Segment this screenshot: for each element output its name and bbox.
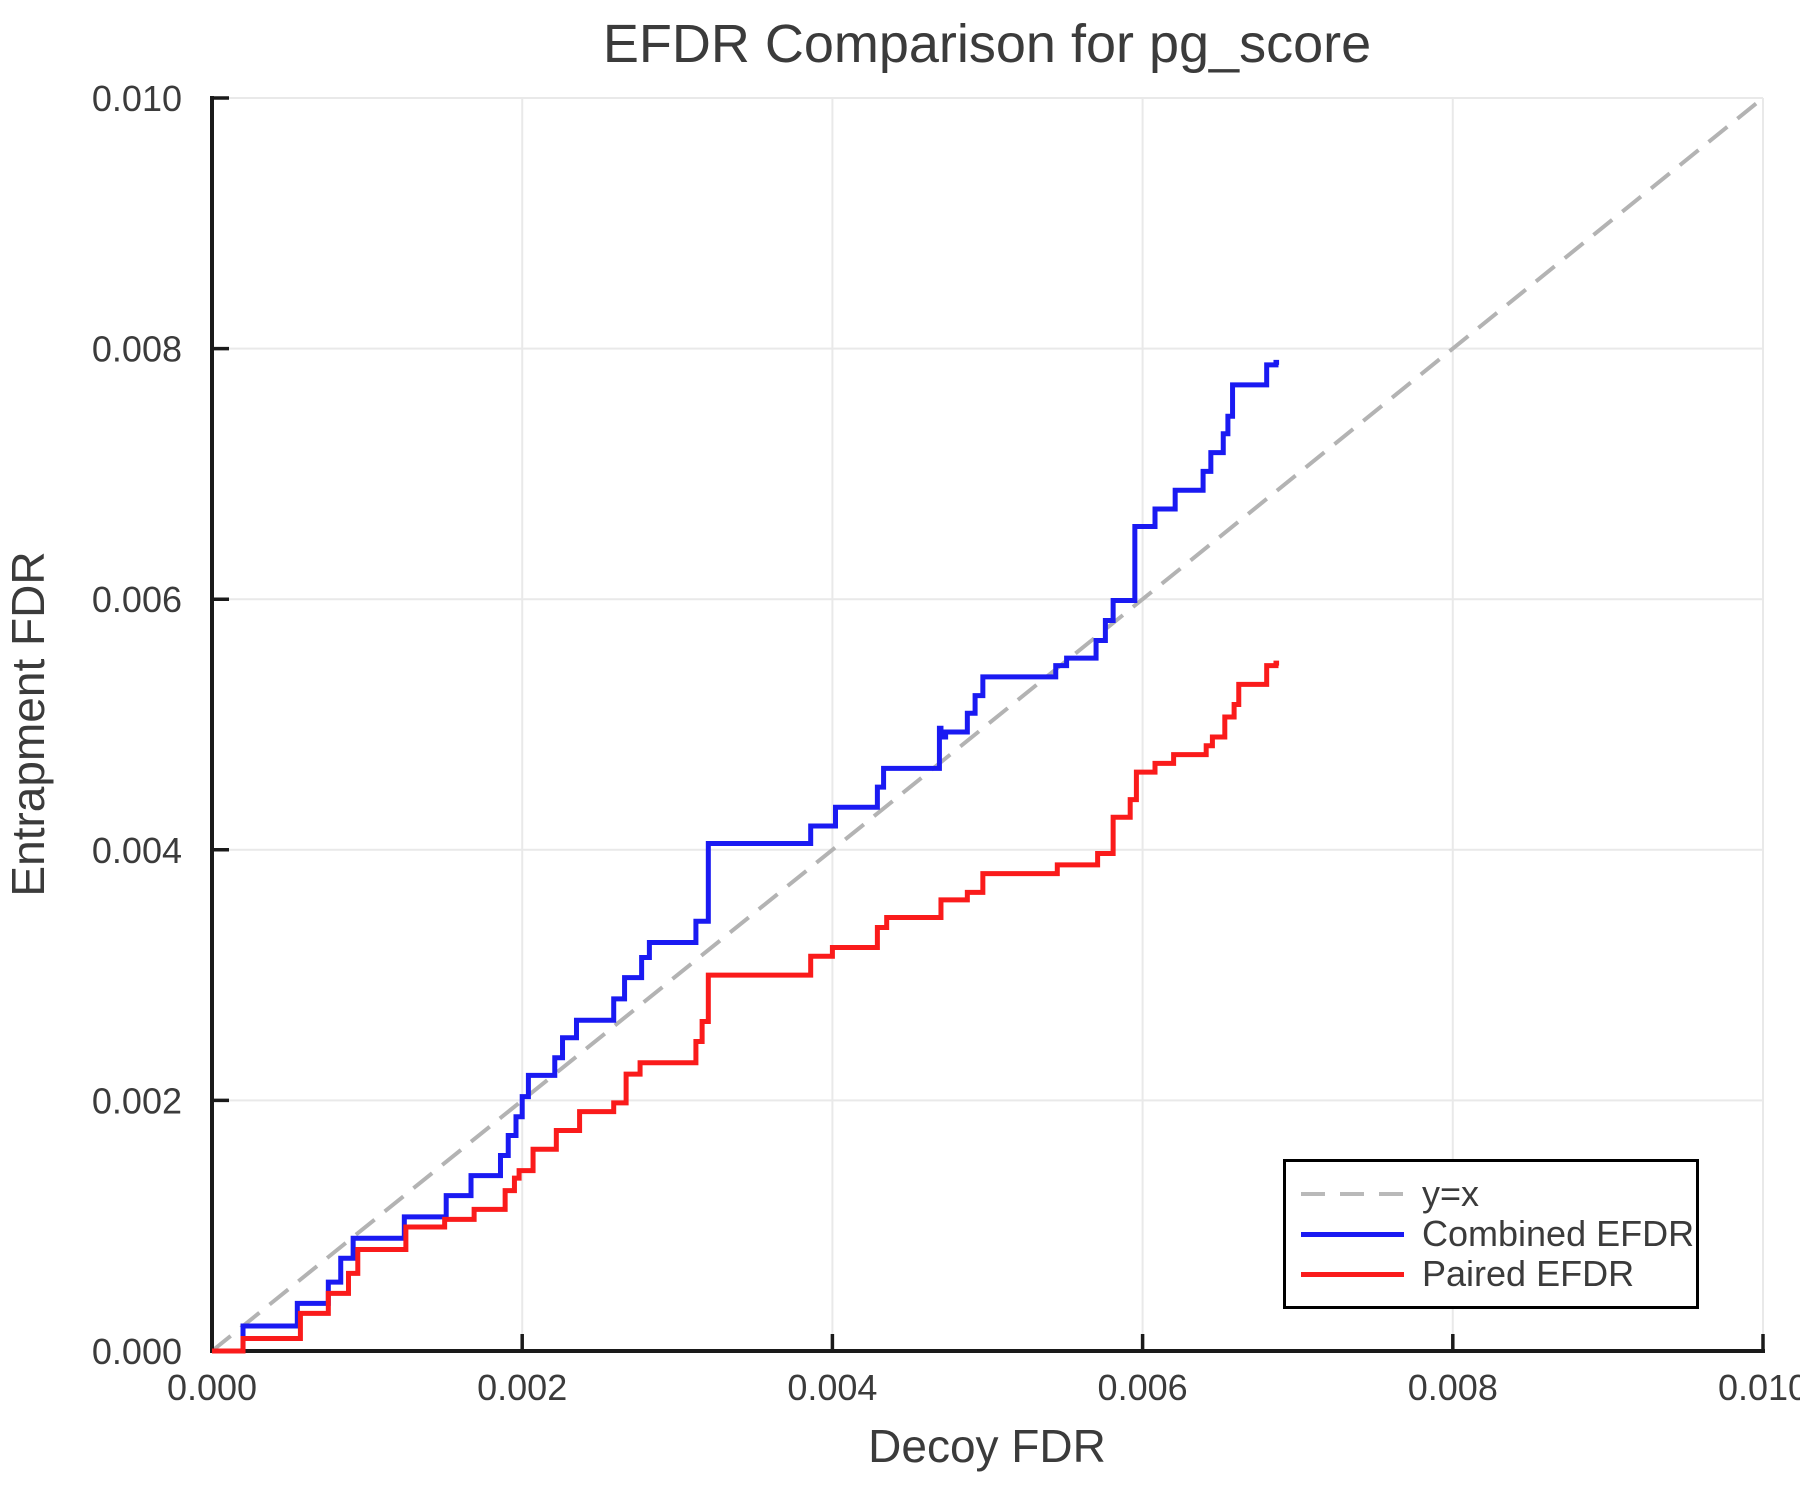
combined-efdr-line [212,359,1280,1354]
blue-line-swatch [1301,1231,1404,1237]
chart-title: EFDR Comparison for pg_score [603,14,1371,74]
legend: y=x Combined EFDR Paired EFDR [1283,1159,1699,1309]
x-tick-label: 0.004 [787,1367,877,1408]
legend-label: y=x [1422,1173,1480,1214]
y-tick-label: 0.006 [92,579,182,620]
x-tick-labels: 0.000 0.002 0.004 0.006 0.008 0.010 [167,1367,1800,1408]
y-tick-label: 0.010 [92,78,182,119]
legend-item-paired-efdr: Paired EFDR [1301,1254,1696,1294]
y-tick-labels: 0.000 0.002 0.004 0.006 0.008 0.010 [92,78,182,1372]
x-axis-label: Decoy FDR [868,1420,1106,1472]
y-tick-label: 0.008 [92,329,182,370]
legend-label: Combined EFDR [1422,1213,1695,1254]
red-line-swatch [1301,1271,1404,1277]
dashed-line-swatch [1301,1192,1404,1196]
axis-spines [210,96,1765,1353]
x-tick-label: 0.008 [1408,1367,1498,1408]
paired-efdr-line [212,660,1280,1354]
x-tick-label: 0.002 [477,1367,567,1408]
data-series [212,359,1280,1354]
y-axis-label: Entrapment FDR [2,551,54,896]
x-tick-label: 0.000 [167,1367,257,1408]
y-tick-label: 0.002 [92,1080,182,1121]
legend-item-yx: y=x [1301,1174,1696,1214]
legend-label: Paired EFDR [1422,1253,1635,1294]
y-tick-label: 0.000 [92,1331,182,1372]
legend-item-combined-efdr: Combined EFDR [1301,1214,1696,1254]
y-tick-label: 0.004 [92,830,182,871]
gridlines [212,97,1764,1351]
x-tick-label: 0.006 [1098,1367,1188,1408]
x-tick-label: 0.010 [1718,1367,1800,1408]
